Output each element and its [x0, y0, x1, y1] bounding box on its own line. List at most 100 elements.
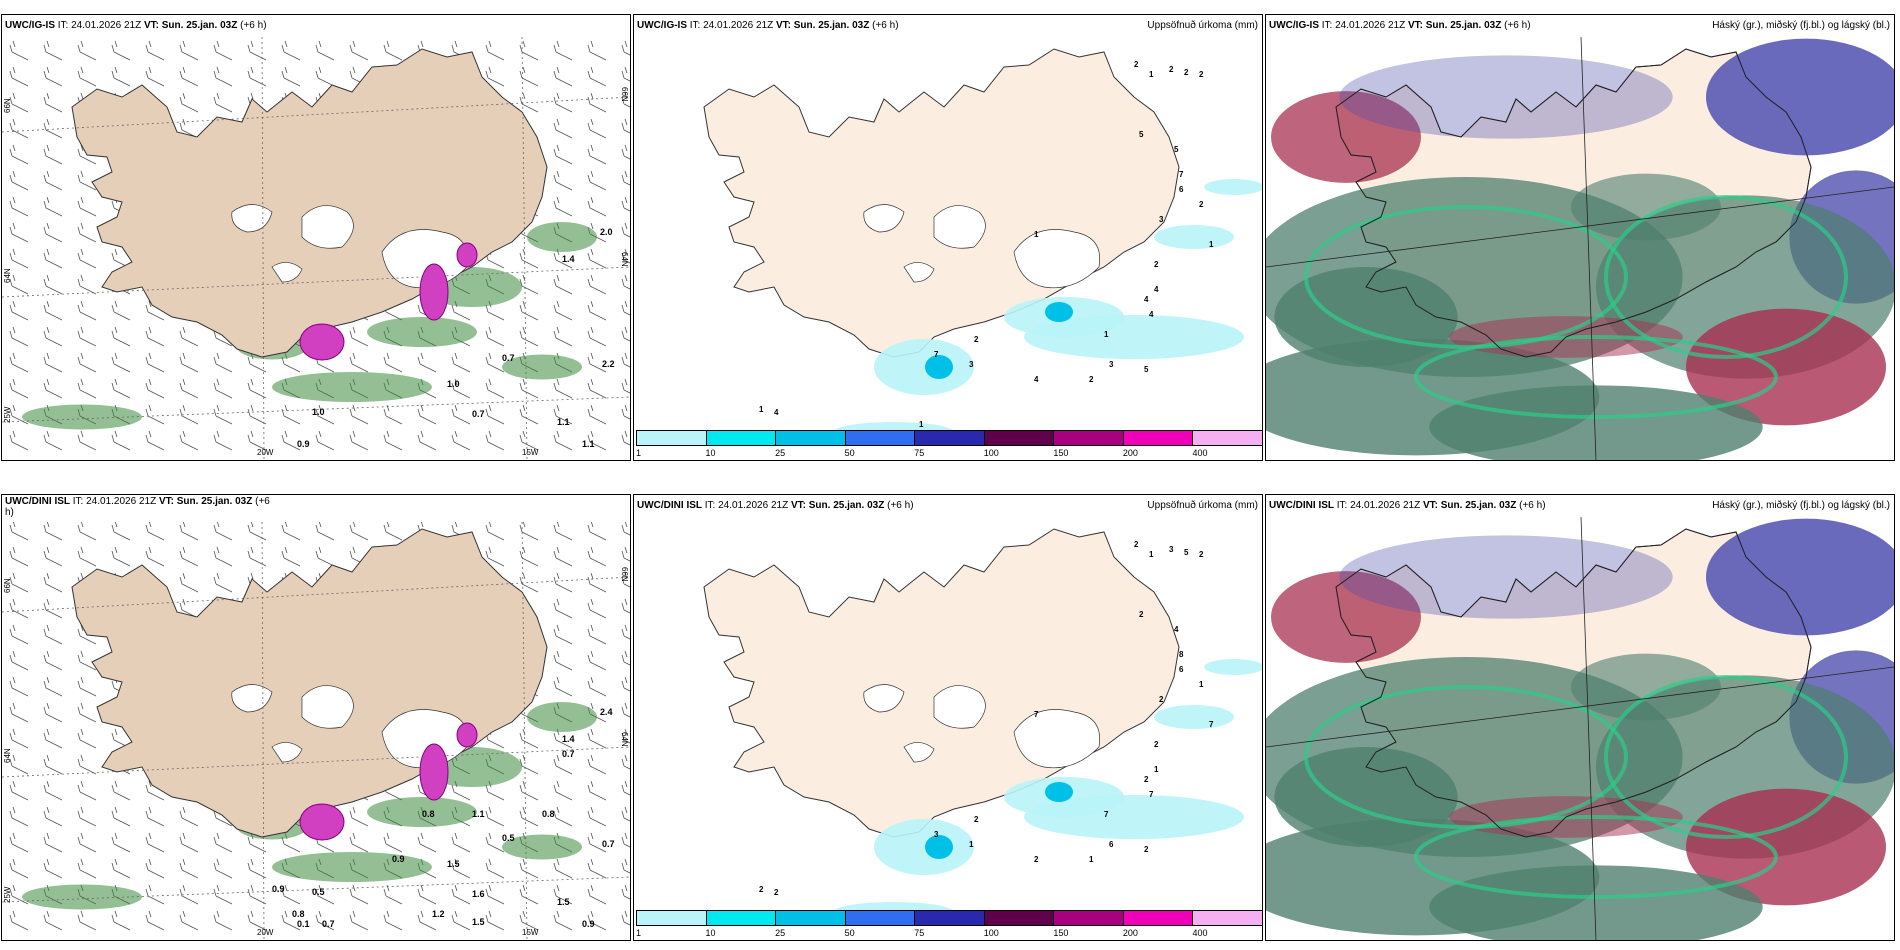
colorbar-tick-label: 75	[914, 928, 925, 938]
wind-barb	[621, 806, 630, 822]
vt-value: Sun. 25.jan. 03Z	[1425, 20, 1502, 31]
wind-barb	[77, 326, 97, 347]
wind-barb	[247, 404, 267, 425]
wind-barb	[9, 40, 29, 61]
wind-barb	[9, 676, 29, 697]
longitude-label: 15W	[522, 448, 539, 457]
wind-barb	[77, 650, 97, 671]
wind-barb	[587, 598, 607, 619]
wind-barb	[485, 832, 505, 853]
wind-barb	[621, 598, 630, 614]
panel-header: UWC/IG-IS IT: 24.01.2026 21Z VT: Sun. 25…	[2, 15, 630, 37]
colorbar-swatch	[636, 430, 707, 446]
wind-barb	[519, 910, 539, 931]
precip-value: 7	[1104, 810, 1109, 819]
colorbar-swatch	[705, 430, 777, 446]
wind-speed-area	[22, 884, 142, 910]
wind-value: 1.1	[472, 809, 485, 819]
model-name: UWC/IG-IS	[5, 20, 55, 31]
precip-value: 2	[1144, 775, 1149, 784]
wind-barb	[43, 66, 63, 87]
wind-barb	[349, 430, 369, 451]
precip-map-panel-bottom: UWC/DINI ISL IT: 24.01.2026 21Z VT: Sun.…	[633, 494, 1263, 941]
wind-barb	[383, 910, 403, 931]
wind-barb	[9, 404, 29, 425]
wind-barb	[9, 92, 29, 113]
wind-barb	[145, 520, 165, 541]
wind-barb	[43, 780, 63, 801]
wind-barb	[9, 754, 29, 775]
wind-barb	[43, 40, 63, 61]
precip-blob	[299, 323, 345, 361]
wind-barb	[315, 404, 335, 425]
precip-value: 1	[1209, 240, 1214, 249]
wind-value: 0.9	[392, 854, 405, 864]
colorbar-swatch	[983, 430, 1055, 446]
wind-barb	[485, 430, 505, 451]
colorbar-tick-label: 75	[914, 448, 925, 458]
precip-value: 4	[1154, 285, 1159, 294]
wind-barb	[9, 196, 29, 217]
colorbar-tick-label: 50	[844, 928, 855, 938]
cloud-contour	[1304, 205, 1628, 349]
glacier	[903, 742, 935, 763]
precip-blob	[419, 263, 449, 321]
longitude-label: 15W	[522, 928, 539, 937]
wind-barb	[621, 780, 630, 796]
lead-time: (+6 h)	[872, 20, 899, 31]
precip-value: 4	[1174, 625, 1179, 634]
grid-line	[1266, 186, 1894, 268]
wind-barb	[451, 832, 471, 853]
precip-blob	[299, 803, 345, 841]
wind-barb	[621, 92, 630, 108]
longitude-line	[521, 517, 528, 940]
colorbar-swatch	[983, 910, 1055, 926]
it-label: IT:	[704, 500, 716, 511]
wind-value: 0.9	[582, 919, 595, 929]
wind-barb	[587, 326, 607, 347]
latitude-label: 64N	[3, 268, 12, 283]
latitude-label: 25W	[3, 406, 12, 423]
wind-barb	[43, 546, 63, 567]
wind-barb	[9, 806, 29, 827]
wind-barb	[519, 40, 539, 61]
wind-barb	[43, 858, 63, 879]
colorbar-swatch	[705, 910, 777, 926]
wind-barb	[43, 702, 63, 723]
wind-barb	[43, 572, 63, 593]
wind-barb	[587, 910, 607, 931]
wind-value: 2.0	[600, 227, 613, 237]
colorbar-swatch	[844, 430, 916, 446]
wind-barb	[383, 430, 403, 451]
wind-barb	[451, 884, 471, 905]
precip-value: 1	[1089, 855, 1094, 864]
lead-time: (+6	[255, 496, 270, 507]
precip-value: 1	[1104, 330, 1109, 339]
panel-header: UWC/DINI ISL IT: 24.01.2026 21Z VT: Sun.…	[1266, 495, 1894, 517]
colorbar-tick-label: 150	[1053, 448, 1069, 458]
wind-barb	[621, 832, 630, 848]
wind-barb	[621, 754, 630, 770]
wind-speed-area	[527, 222, 597, 252]
wind-barb	[213, 832, 233, 853]
wind-barb	[247, 546, 267, 567]
wind-value: 2.4	[600, 707, 613, 717]
colorbar-tick-label: 150	[1053, 928, 1069, 938]
wind-barb	[553, 40, 573, 61]
wind-barb	[247, 430, 267, 451]
colorbar-tick-label: 50	[844, 448, 855, 458]
wind-barb	[111, 300, 131, 321]
wind-value: 1.5	[472, 917, 485, 927]
wind-barb	[621, 300, 630, 316]
wind-barb	[519, 274, 539, 295]
wind-barb	[383, 520, 403, 541]
wind-barb	[43, 832, 63, 853]
glacier	[271, 262, 303, 283]
wind-barb	[349, 910, 369, 931]
precip-value: 2	[1199, 70, 1204, 79]
wind-barb	[519, 780, 539, 801]
wind-barb	[247, 910, 267, 931]
wind-barb	[587, 274, 607, 295]
wind-barb	[553, 806, 573, 827]
